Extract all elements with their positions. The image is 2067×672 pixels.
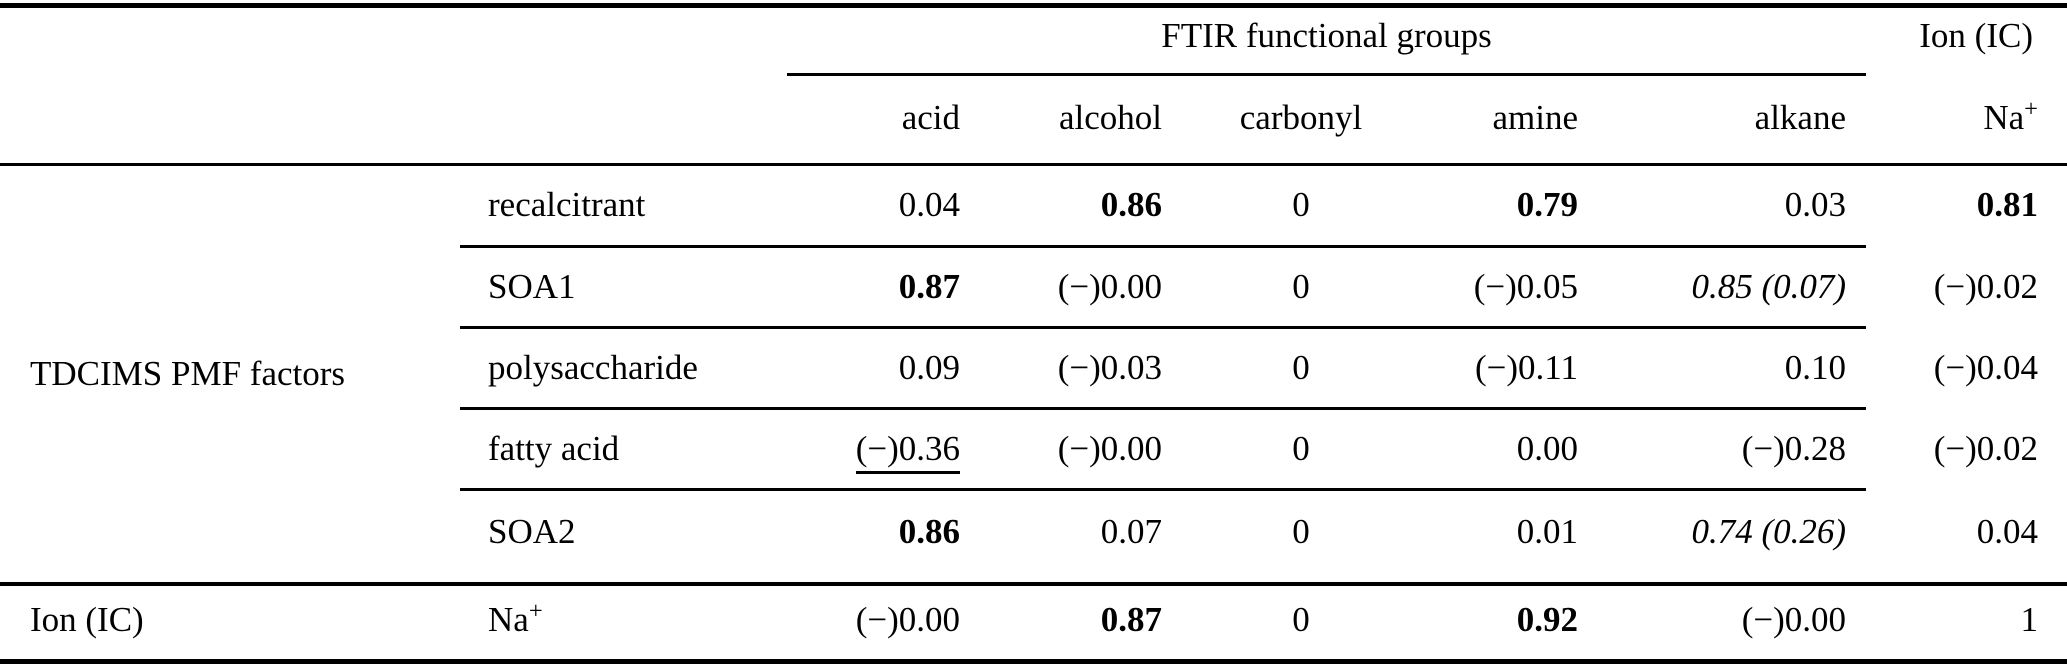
cell-na-carbonyl: 0 — [1292, 600, 1310, 639]
cell-polysaccharide-carbonyl: 0 — [1292, 348, 1310, 387]
cell-fatty-acid-carbonyl: 0 — [1292, 429, 1310, 468]
row-label-soa1: SOA1 — [488, 267, 576, 306]
row-label-polysaccharide: polysaccharide — [488, 348, 698, 387]
row-label-soa2: SOA2 — [488, 512, 576, 551]
na-superscript-plus: + — [2024, 95, 2038, 123]
cell-fatty-acid-alcohol: (−)0.00 — [1057, 429, 1162, 468]
cell-soa1-acid: 0.87 — [898, 267, 960, 306]
cell-fatty-acid-acid: (−)0.36 — [855, 423, 960, 475]
cell-soa1-alkane: 0.85 (0.07) — [1691, 267, 1846, 306]
col-header-alcohol: alcohol — [1058, 98, 1162, 137]
underlined-value: (−)0.36 — [855, 429, 960, 474]
cell-polysaccharide-acid: 0.09 — [898, 348, 960, 387]
col-header-carbonyl: carbonyl — [1239, 98, 1363, 137]
rule-top — [0, 3, 2067, 8]
cell-soa2-alcohol: 0.07 — [1100, 512, 1162, 551]
cell-fatty-acid-alkane: (−)0.28 — [1741, 429, 1846, 468]
cell-soa1-alcohol: (−)0.00 — [1057, 267, 1162, 306]
row-group-label: TDCIMS PMF factors — [30, 354, 346, 393]
rule-ftir-underline — [787, 73, 1866, 76]
row-label-recalcitrant: recalcitrant — [488, 185, 646, 224]
cell-fatty-acid-amine: 0.00 — [1516, 429, 1578, 468]
na-base: Na — [488, 600, 529, 639]
rule-row-separator — [460, 407, 1866, 410]
na-superscript-plus: + — [528, 597, 543, 625]
cell-soa2-alkane: 0.74 (0.26) — [1691, 512, 1846, 551]
rule-row-separator — [460, 245, 1866, 248]
col-header-na: Na+ — [1983, 92, 2038, 144]
cell-polysaccharide-alkane: 0.10 — [1784, 348, 1846, 387]
cell-soa2-amine: 0.01 — [1516, 512, 1578, 551]
col-header-amine: amine — [1492, 98, 1578, 137]
cell-soa2-carbonyl: 0 — [1292, 512, 1310, 551]
cell-recalcitrant-na: 0.81 — [1976, 185, 2038, 224]
rule-bottom — [0, 659, 2067, 664]
cell-recalcitrant-acid: 0.04 — [898, 185, 960, 224]
group-header-ftir: FTIR functional groups — [1161, 16, 1492, 55]
col-header-alkane: alkane — [1754, 98, 1846, 137]
rule-below-headers — [0, 163, 2067, 166]
cell-recalcitrant-amine: 0.79 — [1516, 185, 1578, 224]
col-header-acid: acid — [901, 98, 960, 137]
cell-polysaccharide-amine: (−)0.11 — [1474, 348, 1578, 387]
cell-na-alcohol: 0.87 — [1100, 600, 1162, 639]
rule-row-separator — [460, 326, 1866, 329]
cell-na-amine: 0.92 — [1516, 600, 1578, 639]
cell-soa1-carbonyl: 0 — [1292, 267, 1310, 306]
cell-na-alkane: (−)0.00 — [1741, 600, 1846, 639]
cell-soa1-na: (−)0.02 — [1933, 267, 2038, 306]
na-base: Na — [1983, 98, 2025, 137]
cell-fatty-acid-na: (−)0.02 — [1933, 429, 2038, 468]
rule-row-separator — [460, 488, 1866, 491]
cell-na-na: 1 — [2020, 600, 2039, 639]
ion-row-group-label: Ion (IC) — [30, 600, 144, 639]
cell-recalcitrant-alcohol: 0.86 — [1100, 185, 1162, 224]
cell-polysaccharide-alcohol: (−)0.03 — [1057, 348, 1162, 387]
cell-soa2-acid: 0.86 — [898, 512, 960, 551]
row-label-na: Na+ — [488, 594, 543, 646]
cell-recalcitrant-alkane: 0.03 — [1784, 185, 1846, 224]
group-header-ion: Ion (IC) — [1919, 16, 2033, 55]
cell-polysaccharide-na: (−)0.04 — [1933, 348, 2038, 387]
cell-soa1-amine: (−)0.05 — [1473, 267, 1578, 306]
cell-soa2-na: 0.04 — [1976, 512, 2038, 551]
row-label-fatty-acid: fatty acid — [488, 429, 620, 468]
cell-na-acid: (−)0.00 — [855, 600, 960, 639]
cell-recalcitrant-carbonyl: 0 — [1292, 185, 1310, 224]
rule-above-ion-row — [0, 582, 2067, 586]
